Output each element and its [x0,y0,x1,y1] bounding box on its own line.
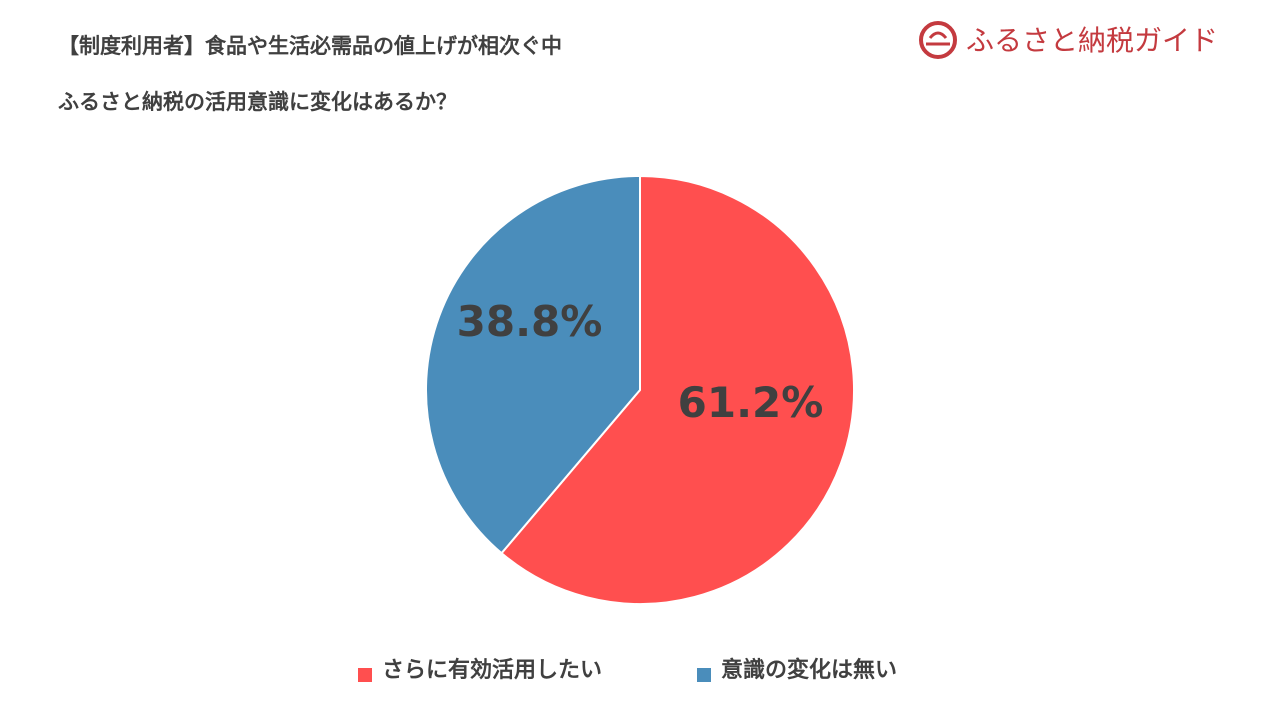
data-label: 38.8% [457,297,603,346]
data-label: 61.2% [678,378,824,427]
logo-icon [919,21,957,59]
legend-swatch [358,668,372,682]
chart-title: 【制度利用者】食品や生活必需品の値上げが相次ぐ中 [58,34,562,58]
legend-swatch [697,668,711,682]
pie-slice [425,174,641,555]
legend-label: 意識の変化は無い [721,657,897,683]
pie-slice [500,174,855,605]
chart-subtitle: ふるさと納税の活用意識に変化はあるか？ [58,90,457,114]
legend-label: さらに有効活用したい [382,657,602,683]
logo-icon-detail [926,31,950,46]
logo: ふるさと納税ガイド [919,21,1218,59]
logo-text: ふるさと納税ガイド [966,24,1218,57]
